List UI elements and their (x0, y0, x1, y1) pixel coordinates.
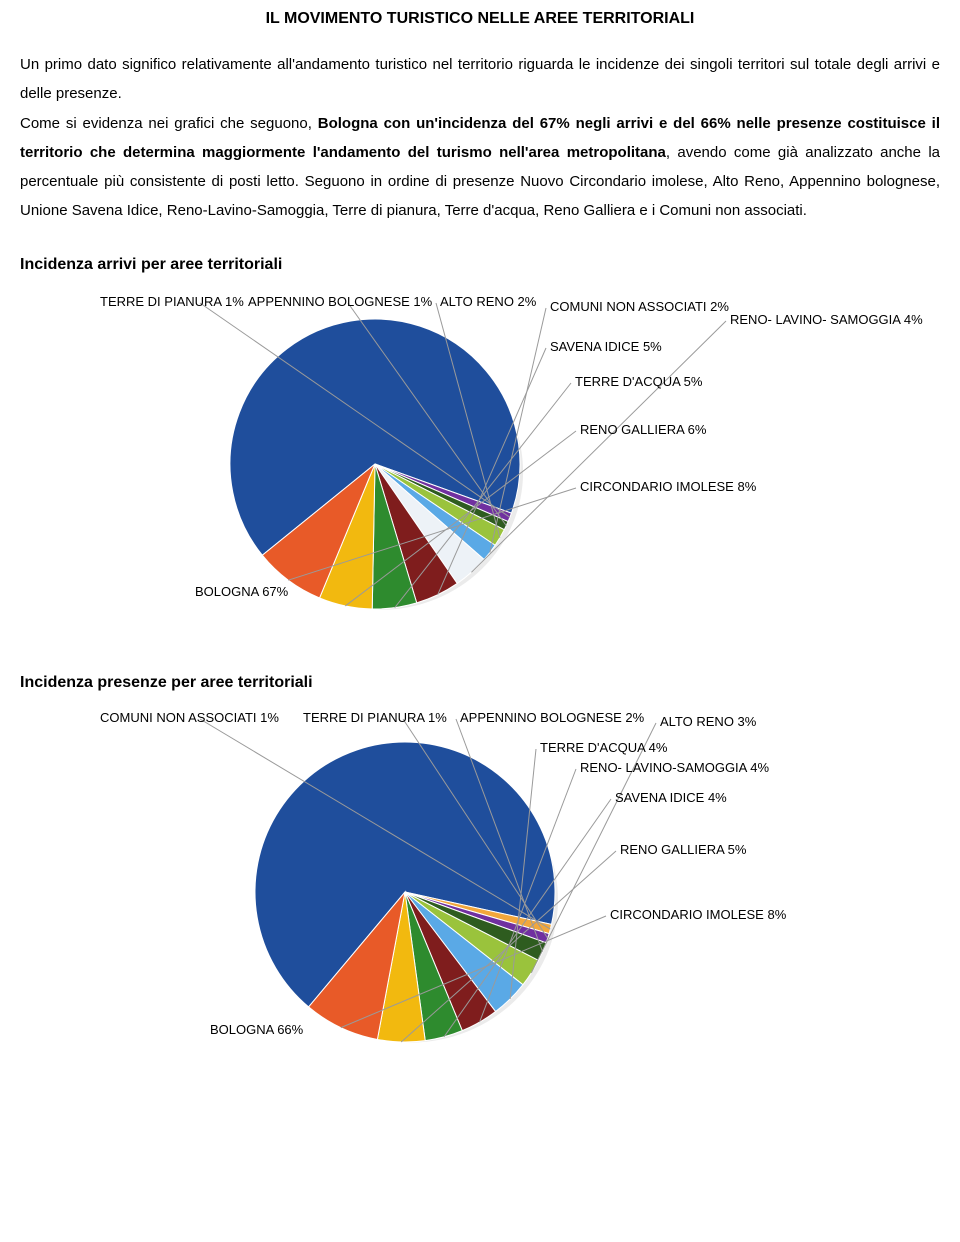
pie-chart (20, 284, 940, 624)
intro-paragraph: Un primo dato significo relativamente al… (20, 50, 940, 226)
chart2-heading: Incidenza presenze per aree territoriali (20, 674, 940, 692)
chart-slice-label: APPENNINO BOLOGNESE 1% (248, 294, 432, 309)
pie-chart (20, 702, 940, 1052)
chart1: TERRE DI PIANURA 1% APPENNINO BOLOGNESE 1… (20, 284, 940, 624)
chart-slice-label: COMUNI NON ASSOCIATI 2% (550, 299, 729, 314)
chart-slice-label: SAVENA IDICE 5% (550, 339, 662, 354)
chart-slice-label: SAVENA IDICE 4% (615, 790, 727, 805)
chart-slice-label: APPENNINO BOLOGNESE 2% (460, 710, 644, 725)
chart-slice-label: RENO- LAVINO-SAMOGGIA 4% (580, 760, 769, 775)
chart-slice-label: CIRCONDARIO IMOLESE 8% (580, 479, 756, 494)
chart-slice-label: ALTO RENO 3% (660, 714, 756, 729)
intro-run2: Come si evidenza nei grafici che seguono… (20, 115, 318, 132)
chart2: COMUNI NON ASSOCIATI 1% TERRE DI PIANURA … (20, 702, 940, 1052)
chart-slice-label: RENO GALLIERA 5% (620, 842, 746, 857)
chart-main-label: BOLOGNA 66% (210, 1022, 303, 1037)
chart-main-label: BOLOGNA 67% (195, 584, 288, 599)
chart-slice-label: TERRE D'ACQUA 4% (540, 740, 667, 755)
chart-slice-label: TERRE DI PIANURA 1% (303, 710, 447, 725)
page-title: IL MOVIMENTO TURISTICO NELLE AREE TERRIT… (20, 10, 940, 28)
chart-slice-label: RENO GALLIERA 6% (580, 422, 706, 437)
chart-slice-label: COMUNI NON ASSOCIATI 1% (100, 710, 279, 725)
chart-slice-label: ALTO RENO 2% (440, 294, 536, 309)
chart-slice-label: RENO- LAVINO- SAMOGGIA 4% (730, 312, 923, 327)
intro-run1: Un primo dato significo relativamente al… (20, 56, 940, 102)
chart-slice-label: CIRCONDARIO IMOLESE 8% (610, 907, 786, 922)
chart-slice-label: TERRE D'ACQUA 5% (575, 374, 702, 389)
chart1-heading: Incidenza arrivi per aree territoriali (20, 256, 940, 274)
chart-slice-label: TERRE DI PIANURA 1% (100, 294, 244, 309)
